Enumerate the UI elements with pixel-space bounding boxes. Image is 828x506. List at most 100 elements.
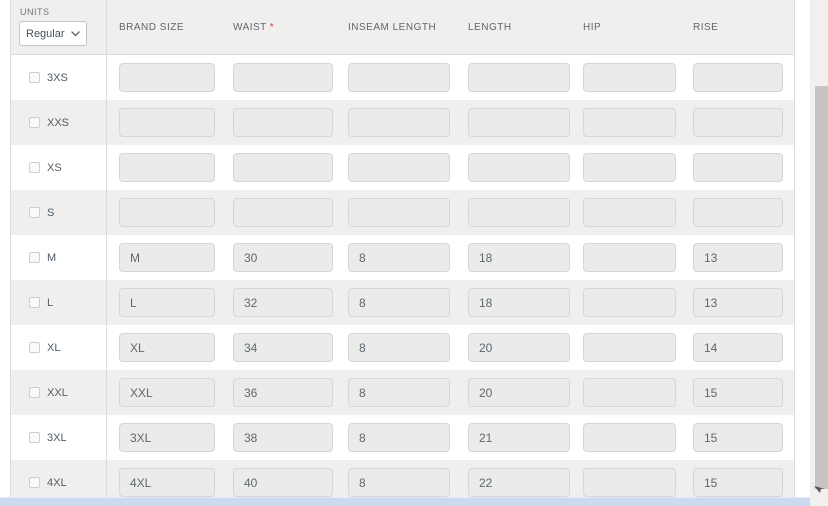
size-checkbox-xl[interactable] [29,342,40,353]
cell-brand-size [107,280,221,325]
rise-input-m[interactable] [693,243,783,272]
chevron-down-icon [71,30,80,36]
table-row-m: M [11,235,794,280]
units-selected-value: Regular [26,27,65,40]
vertical-scrollbar[interactable] [810,0,828,506]
mouse-cursor [814,486,825,493]
length-input-s[interactable] [468,198,570,227]
inseam-length-input-xs[interactable] [348,153,450,182]
column-header-label: LENGTH [468,21,512,33]
length-input-l[interactable] [468,288,570,317]
hip-input-3xl[interactable] [583,423,676,452]
column-header-label: RISE [693,21,719,33]
cell-brand-size [107,190,221,235]
size-checkbox-s[interactable] [29,207,40,218]
hip-input-4xl[interactable] [583,468,676,497]
size-checkbox-3xl[interactable] [29,432,40,443]
length-input-3xl[interactable] [468,423,570,452]
brand-size-input-4xl[interactable] [119,468,215,497]
size-checkbox-4xl[interactable] [29,477,40,488]
column-header-inseam-length: INSEAM LENGTH [336,0,456,54]
cell-waist [221,370,336,415]
units-select[interactable]: Regular [19,21,87,46]
waist-input-3xl[interactable] [233,423,333,452]
rise-input-xl[interactable] [693,333,783,362]
size-label-cell: 3XL [11,415,107,460]
cell-brand-size [107,235,221,280]
size-checkbox-xs[interactable] [29,162,40,173]
rise-input-s[interactable] [693,198,783,227]
waist-input-3xs[interactable] [233,63,333,92]
brand-size-input-xl[interactable] [119,333,215,362]
inseam-length-input-xxs[interactable] [348,108,450,137]
waist-input-4xl[interactable] [233,468,333,497]
hip-input-xxs[interactable] [583,108,676,137]
brand-size-input-l[interactable] [119,288,215,317]
size-label-cell: L [11,280,107,325]
inseam-length-input-4xl[interactable] [348,468,450,497]
inseam-length-input-s[interactable] [348,198,450,227]
length-input-xxl[interactable] [468,378,570,407]
hip-input-xxl[interactable] [583,378,676,407]
rise-input-xs[interactable] [693,153,783,182]
brand-size-input-xxl[interactable] [119,378,215,407]
cell-hip [571,55,681,100]
brand-size-input-3xl[interactable] [119,423,215,452]
hip-input-l[interactable] [583,288,676,317]
cell-rise [681,190,793,235]
cell-inseam-length [336,325,456,370]
cell-rise [681,100,793,145]
cell-waist [221,55,336,100]
size-label-cell: XL [11,325,107,370]
inseam-length-input-xxl[interactable] [348,378,450,407]
inseam-length-input-3xs[interactable] [348,63,450,92]
waist-input-xs[interactable] [233,153,333,182]
brand-size-input-3xs[interactable] [119,63,215,92]
rise-input-4xl[interactable] [693,468,783,497]
hip-input-3xs[interactable] [583,63,676,92]
cell-brand-size [107,415,221,460]
horizontal-scrollbar[interactable] [0,497,810,506]
inseam-length-input-m[interactable] [348,243,450,272]
size-checkbox-3xs[interactable] [29,72,40,83]
table-row-xxl: XXL [11,370,794,415]
waist-input-s[interactable] [233,198,333,227]
hip-input-m[interactable] [583,243,676,272]
cell-inseam-length [336,415,456,460]
length-input-4xl[interactable] [468,468,570,497]
size-label-cell: 3XS [11,55,107,100]
brand-size-input-s[interactable] [119,198,215,227]
size-checkbox-m[interactable] [29,252,40,263]
waist-input-xxs[interactable] [233,108,333,137]
rise-input-l[interactable] [693,288,783,317]
size-checkbox-xxs[interactable] [29,117,40,128]
length-input-m[interactable] [468,243,570,272]
rise-input-3xl[interactable] [693,423,783,452]
brand-size-input-xs[interactable] [119,153,215,182]
inseam-length-input-l[interactable] [348,288,450,317]
length-input-xl[interactable] [468,333,570,362]
length-input-xxs[interactable] [468,108,570,137]
waist-input-xxl[interactable] [233,378,333,407]
inseam-length-input-xl[interactable] [348,333,450,362]
waist-input-xl[interactable] [233,333,333,362]
length-input-3xs[interactable] [468,63,570,92]
inseam-length-input-3xl[interactable] [348,423,450,452]
hip-input-xl[interactable] [583,333,676,362]
brand-size-input-xxs[interactable] [119,108,215,137]
rise-input-xxs[interactable] [693,108,783,137]
waist-input-l[interactable] [233,288,333,317]
cell-length [456,235,571,280]
size-checkbox-xxl[interactable] [29,387,40,398]
rise-input-3xs[interactable] [693,63,783,92]
size-label: S [47,206,55,219]
brand-size-input-m[interactable] [119,243,215,272]
hip-input-s[interactable] [583,198,676,227]
vertical-scrollbar-thumb[interactable] [815,86,828,489]
waist-input-m[interactable] [233,243,333,272]
hip-input-xs[interactable] [583,153,676,182]
length-input-xs[interactable] [468,153,570,182]
size-checkbox-l[interactable] [29,297,40,308]
rise-input-xxl[interactable] [693,378,783,407]
cell-length [456,415,571,460]
